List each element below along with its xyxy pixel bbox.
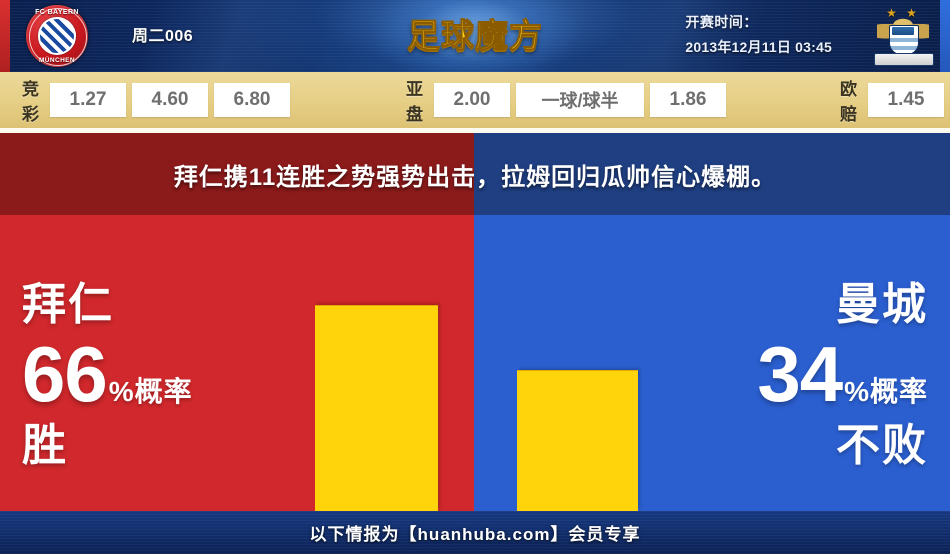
odds-value[interactable]: 1.27: [50, 83, 126, 117]
odds-group-label: 竞彩: [22, 80, 40, 124]
crest-top-text: FC BAYERN: [35, 9, 79, 16]
odds-value[interactable]: 6.80: [214, 83, 290, 117]
odds-value[interactable]: 4.60: [132, 83, 208, 117]
odds-value[interactable]: 2.00: [434, 83, 510, 117]
logo-text: 足球魔方: [407, 17, 543, 55]
header-bar: FC BAYERN MÜNCHEN 周二006 足球魔方 开赛时间： 2013年…: [0, 0, 950, 72]
crest-diamond-pattern: [38, 17, 76, 55]
home-percent-value: 66: [22, 330, 108, 418]
crest-bottom-text: MÜNCHEN: [38, 57, 76, 64]
home-percent-row: 66 %概率: [22, 335, 193, 413]
banner-right-half: [474, 133, 950, 215]
home-probability-bar: [315, 305, 438, 511]
odds-group-label: 亚盘: [406, 80, 424, 124]
home-outcome-label: 胜: [22, 421, 68, 470]
odds-handicap-value[interactable]: 一球/球半: [516, 83, 644, 117]
kickoff-label: 开赛时间：: [685, 14, 758, 30]
member-notice-text: 以下情报为【huanhuba.com】会员专享: [309, 525, 641, 544]
home-team-crest-icon: FC BAYERN MÜNCHEN: [26, 5, 88, 67]
away-outcome-label: 不败: [836, 421, 928, 470]
kickoff-info: 开赛时间： 2013年12月11日 03:45: [685, 12, 832, 57]
away-probability-bar: [517, 370, 638, 511]
odds-group-oupei: 欧赔 1.45 4.43 6.54: [840, 75, 950, 125]
home-team-name: 拜仁: [22, 280, 114, 329]
headline-text: 拜仁携11连胜之势强势出击，拉姆回归瓜帅信心爆棚。: [173, 163, 777, 191]
crest-ship-icon: [892, 27, 914, 35]
header-left-accent-strip: [0, 0, 10, 72]
odds-group-label: 欧赔: [840, 80, 858, 124]
banner-left-half: [0, 133, 474, 215]
away-team-name: 曼城: [836, 280, 928, 329]
divider-gap: [0, 128, 950, 133]
odds-value[interactable]: 1.45: [868, 83, 944, 117]
odds-group-yapan: 亚盘 2.00 一球/球半 1.86: [406, 75, 732, 125]
away-team-stats: 曼城 34 %概率 不败: [757, 277, 928, 473]
footer-bar: 以下情报为【huanhuba.com】会员专享: [0, 511, 950, 554]
away-percent-value: 34: [757, 330, 843, 418]
away-team-crest-icon: ★ ★ ★: [872, 5, 934, 67]
match-number-label: 周二006: [132, 28, 194, 45]
odds-value[interactable]: 1.86: [650, 83, 726, 117]
kickoff-datetime: 2013年12月11日 03:45: [685, 39, 832, 55]
home-team-stats: 拜仁 66 %概率 胜: [22, 277, 193, 473]
away-percent-suffix: %概率: [844, 376, 928, 407]
odds-group-jingcai: 竞彩 1.27 4.60 6.80: [22, 75, 296, 125]
crest-scroll-banner: [874, 53, 934, 66]
header-right-accent-strip: [940, 0, 950, 72]
headline-banner: 拜仁携11连胜之势强势出击，拉姆回归瓜帅信心爆棚。: [0, 133, 950, 215]
away-percent-row: 34 %概率: [757, 335, 928, 413]
crest-ring: [29, 8, 87, 66]
home-percent-suffix: %概率: [108, 376, 193, 407]
probability-chart: 拜仁 66 %概率 胜 曼城 34 %概率 不败: [0, 215, 950, 511]
odds-bar: 竞彩 1.27 4.60 6.80 亚盘 2.00 一球/球半 1.86 欧赔 …: [0, 72, 950, 128]
site-logo[interactable]: 足球魔方: [365, 0, 585, 72]
